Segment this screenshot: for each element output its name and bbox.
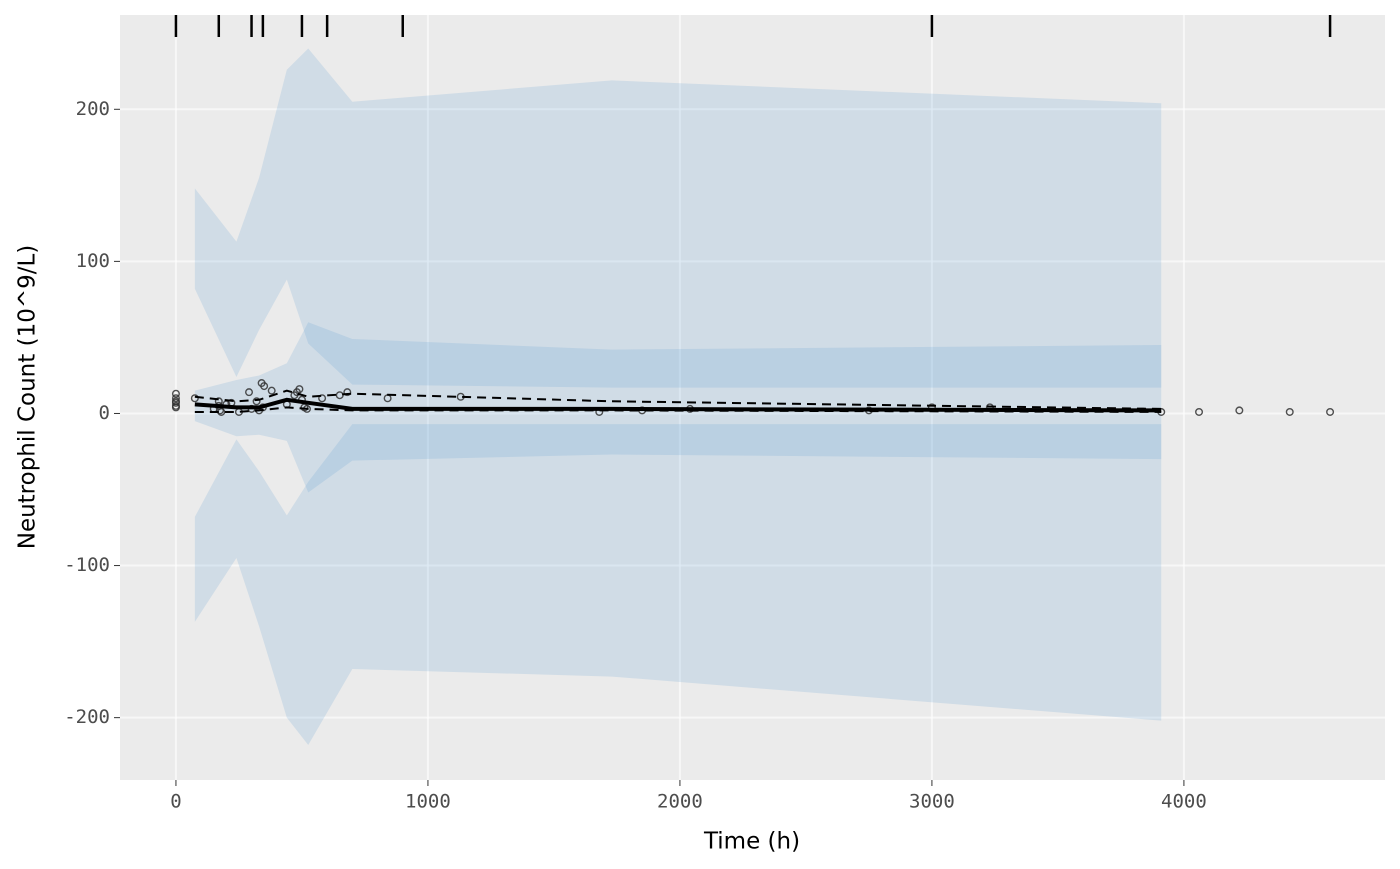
x-tick-label: 2000 (657, 791, 703, 813)
plot-background (120, 15, 1385, 780)
x-tick-label: 3000 (909, 791, 955, 813)
y-tick-label: 200 (76, 98, 110, 120)
observation (267, 386, 276, 395)
observation (171, 389, 180, 398)
y-tick-label: 100 (76, 250, 110, 272)
percentile-line (194, 406, 1162, 413)
y-tick-label: 0 (99, 402, 110, 424)
observation (252, 397, 261, 406)
y-axis-label: Neutrophil Count (10^9/L) (15, 245, 41, 550)
prediction-band (194, 424, 1162, 746)
observation (343, 388, 352, 397)
percentile-line (194, 397, 1162, 413)
observation (1285, 407, 1294, 416)
y-tick-label: -100 (64, 554, 110, 576)
y-tick-label: -200 (64, 706, 110, 728)
observation (171, 403, 180, 412)
observation (1326, 407, 1335, 416)
percentile-line (194, 389, 1162, 410)
observation (1235, 406, 1244, 415)
observation (318, 394, 327, 403)
x-tick-label: 4000 (1161, 791, 1207, 813)
observation (171, 394, 180, 403)
observation (190, 394, 199, 403)
x-tick-label: 0 (170, 791, 181, 813)
observation (171, 398, 180, 407)
observation (245, 388, 254, 397)
x-tick-label: 1000 (405, 791, 451, 813)
observation (260, 382, 269, 391)
observation (1195, 407, 1204, 416)
observation (295, 385, 304, 394)
prediction-band (194, 48, 1162, 388)
x-axis-label: Time (h) (703, 829, 800, 855)
